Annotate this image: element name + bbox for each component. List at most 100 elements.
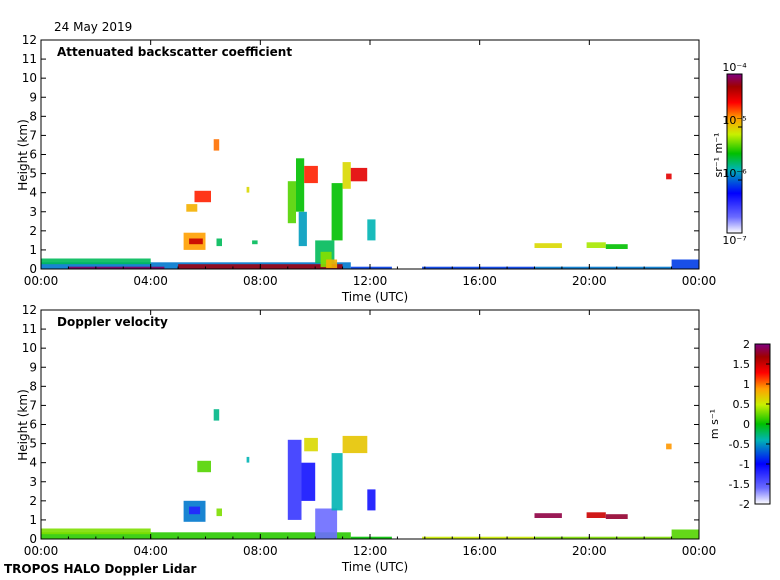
backscatter-panel: 00:00 04:00 08:00 12:00 16:00 20:00 00:00 0123…: [16, 33, 747, 304]
velocity-x-tick-label-3: 12:00: [353, 544, 388, 558]
backscatter-x-axis-label: Time (UTC): [341, 290, 408, 304]
velocity-y-axis-label: Height (km): [16, 389, 30, 460]
backscatter-signal-19: [331, 183, 343, 241]
backscatter-x-tick-label-1: 04:00: [133, 274, 168, 288]
backscatter-colorbar-tick-label-0: 10⁻⁴: [722, 61, 747, 74]
backscatter-signal-11: [252, 240, 258, 245]
velocity-y-tick-label-4: 4: [29, 456, 37, 470]
backscatter-x-tick-label-6: 00:00: [682, 274, 717, 288]
velocity-x-tick-label-4: 16:00: [462, 544, 497, 558]
velocity-signal-8: [287, 439, 302, 520]
backscatter-plot-frame: [40, 39, 700, 270]
velocity-x-tick-label-2: 08:00: [243, 544, 278, 558]
velocity-x-tick-label-6: 00:00: [682, 544, 717, 558]
backscatter-signal-25: [534, 266, 672, 269]
backscatter-signal-8: [213, 139, 220, 151]
velocity-colorbar-ticks: 2 1.5 1 0.5 0 -0.5 -1 -1.5 -2: [729, 338, 770, 511]
velocity-signal-6: [216, 508, 222, 517]
backscatter-signal-13: [296, 158, 305, 212]
velocity-y-tick-label-6: 6: [29, 418, 37, 432]
velocity-colorbar-tick-label-1: 1.5: [733, 358, 751, 371]
velocity-x-tick-label-1: 04:00: [133, 544, 168, 558]
backscatter-colorbar-tick-label-2: 10⁻⁶: [722, 167, 747, 180]
velocity-signal-3: [189, 506, 201, 515]
velocity-y-tick-label-3: 3: [29, 475, 37, 489]
backscatter-signal-9: [216, 238, 222, 247]
velocity-y-tick-label-12: 12: [22, 303, 37, 317]
velocity-data: [41, 409, 699, 539]
velocity-signal-16: [422, 536, 535, 539]
velocity-signal-15: [350, 536, 392, 539]
velocity-x-tick-label-0: 00:00: [24, 544, 59, 558]
backscatter-colorbar-label: sr⁻¹ m⁻¹: [712, 133, 725, 178]
backscatter-data: [41, 139, 699, 269]
velocity-y-tick-label-2: 2: [29, 494, 37, 508]
velocity-colorbar-tick-label-0: 2: [743, 338, 750, 351]
velocity-signal-11: [315, 508, 338, 539]
velocity-signal-7: [246, 456, 250, 463]
backscatter-y-tick-label-8: 8: [29, 109, 37, 123]
backscatter-y-tick-label-5: 5: [29, 167, 37, 181]
backscatter-y-tick-label-6: 6: [29, 148, 37, 162]
backscatter-colorbar-tick-label-3: 10⁻⁷: [722, 234, 746, 247]
backscatter-y-tick-label-7: 7: [29, 128, 37, 142]
velocity-panel: 00:00 04:00 08:00 12:00 16:00 20:00 00:00 0123…: [16, 303, 771, 574]
velocity-colorbar-tick-label-7: -1.5: [729, 478, 750, 491]
velocity-signal-12: [331, 453, 343, 511]
backscatter-signal-14: [304, 165, 318, 184]
backscatter-signal-2: [68, 266, 165, 269]
velocity-y-tick-label-9: 9: [29, 360, 37, 374]
velocity-signal-5: [213, 409, 220, 421]
velocity-y-tick-label-8: 8: [29, 379, 37, 393]
velocity-signal-10: [304, 437, 318, 452]
velocity-signal-20: [605, 514, 628, 519]
backscatter-x-tick-label-5: 20:00: [572, 274, 607, 288]
backscatter-y-tick-label-0: 0: [29, 262, 37, 276]
backscatter-signal-30: [666, 173, 672, 180]
backscatter-x-ticks: 00:00 04:00 08:00 12:00 16:00 20:00 00:00: [24, 40, 717, 288]
velocity-x-tick-label-5: 20:00: [572, 544, 607, 558]
velocity-title: Doppler velocity: [57, 315, 168, 329]
backscatter-signal-21: [350, 167, 368, 182]
backscatter-colorbar: [726, 73, 743, 234]
backscatter-x-tick-label-3: 12:00: [353, 274, 388, 288]
velocity-y-tick-label-5: 5: [29, 437, 37, 451]
backscatter-signal-12: [287, 181, 296, 224]
backscatter-signal-10: [246, 186, 250, 193]
backscatter-signal-23: [350, 266, 392, 269]
velocity-colorbar-tick-label-5: -0.5: [729, 438, 750, 451]
backscatter-signal-15: [298, 211, 307, 247]
backscatter-signal-29: [671, 259, 699, 269]
backscatter-signal-1: [41, 258, 151, 265]
backscatter-y-tick-label-9: 9: [29, 90, 37, 104]
backscatter-y-tick-label-2: 2: [29, 224, 37, 238]
backscatter-signal-26: [534, 243, 562, 248]
backscatter-title: Attenuated backscatter coefficient: [57, 45, 292, 59]
velocity-signal-17: [534, 536, 672, 539]
date-label: 24 May 2019: [54, 20, 133, 34]
backscatter-signal-27: [586, 242, 606, 248]
backscatter-y-tick-label-11: 11: [22, 52, 37, 66]
velocity-signal-4: [197, 460, 211, 473]
backscatter-y-tick-label-4: 4: [29, 186, 37, 200]
backscatter-y-axis-label: Height (km): [16, 119, 30, 190]
velocity-colorbar-tick-label-8: -2: [739, 498, 750, 511]
backscatter-signal-5: [189, 238, 203, 245]
velocity-y-tick-label-10: 10: [22, 341, 37, 355]
backscatter-signal-7: [186, 204, 198, 212]
backscatter-signal-22: [367, 219, 376, 241]
backscatter-signal-24: [422, 266, 535, 269]
velocity-colorbar-tick-label-2: 1: [743, 378, 750, 391]
backscatter-x-tick-label-4: 16:00: [462, 274, 497, 288]
backscatter-x-tick-label-2: 08:00: [243, 274, 278, 288]
velocity-signal-21: [671, 529, 699, 539]
velocity-y-tick-label-11: 11: [22, 322, 37, 336]
velocity-x-ticks: 00:00 04:00 08:00 12:00 16:00 20:00 00:00: [24, 310, 717, 558]
velocity-colorbar-label: m s⁻¹: [708, 409, 721, 439]
velocity-y-tick-label-1: 1: [29, 513, 37, 527]
velocity-signal-18: [534, 513, 562, 518]
velocity-plot-frame: [40, 309, 700, 540]
